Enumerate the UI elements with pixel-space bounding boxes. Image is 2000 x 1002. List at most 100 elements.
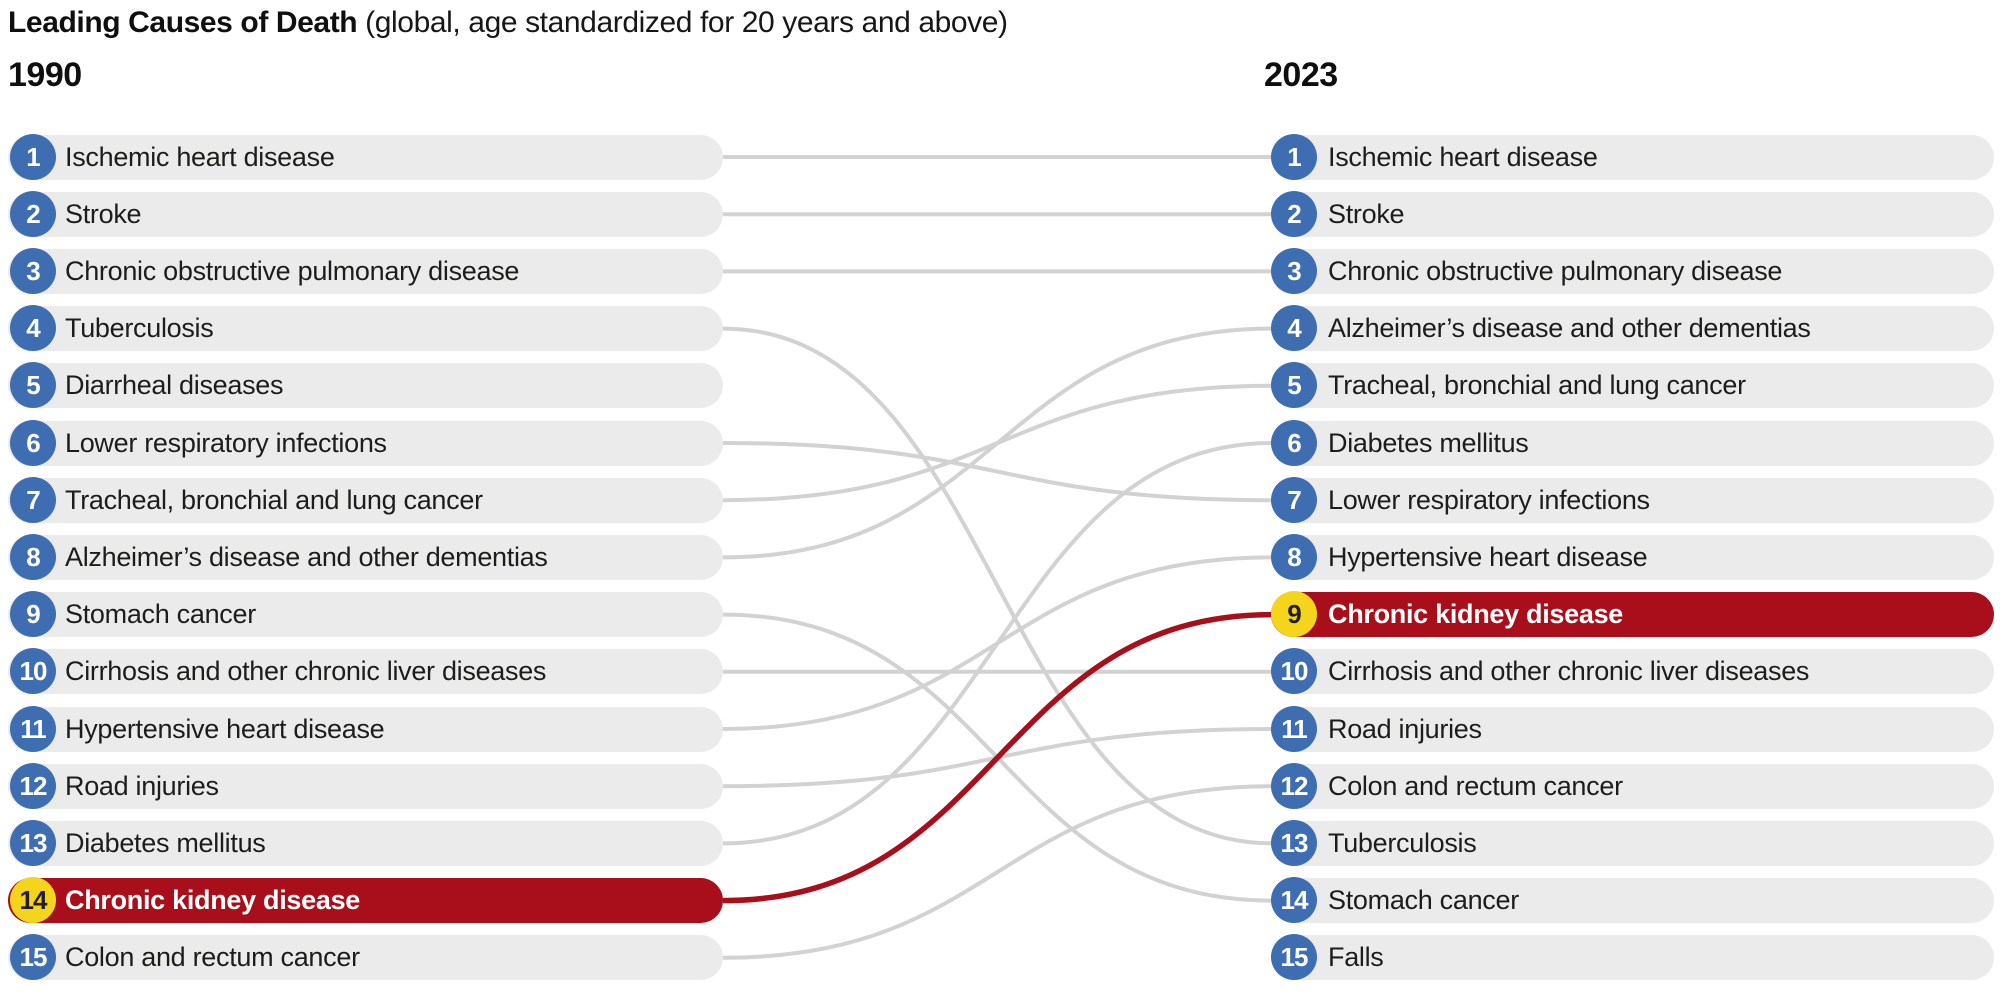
cause-label: Stomach cancer <box>65 599 256 630</box>
rank-link <box>722 441 1273 846</box>
cause-label: Diarrheal diseases <box>65 370 284 401</box>
cause-row-2023-14: 14 Stomach cancer <box>1271 877 1994 924</box>
rank-badge: 3 <box>1271 247 1317 294</box>
cause-label: Alzheimer’s disease and other dementias <box>1328 313 1811 344</box>
cause-label: Chronic obstructive pulmonary disease <box>1328 255 1783 286</box>
cause-row-2023-15: 15 Falls <box>1271 934 1994 981</box>
rank-badge: 15 <box>1271 934 1317 981</box>
cause-row-1990-15: 15 Colon and rectum cancer <box>8 934 723 981</box>
cause-row-2023-10: 10 Cirrhosis and other chronic liver dise… <box>1271 648 1994 695</box>
rank-badge: 15 <box>10 934 56 981</box>
cause-label: Cirrhosis and other chronic liver diseas… <box>1328 656 1810 687</box>
rank-badge: 6 <box>10 419 56 466</box>
rank-link <box>722 784 1273 960</box>
cause-row-2023-3: 3 Chronic obstructive pulmonary disease <box>1271 247 1994 294</box>
rank-badge: 8 <box>1271 533 1317 580</box>
cause-label: Stroke <box>1328 198 1405 229</box>
cause-row-1990-11: 11 Hypertensive heart disease <box>8 705 723 752</box>
cause-label: Cirrhosis and other chronic liver diseas… <box>65 656 547 687</box>
rank-badge: 12 <box>10 762 56 809</box>
cause-row-2023-1: 1 Ischemic heart disease <box>1271 133 1994 180</box>
rank-badge: 14 <box>10 877 56 924</box>
cause-label: Tuberculosis <box>65 313 214 344</box>
cause-label: Chronic kidney disease <box>65 885 361 916</box>
rank-badge: 5 <box>1271 362 1317 409</box>
cause-row-2023-8: 8 Hypertensive heart disease <box>1271 533 1994 580</box>
cause-row-1990-13: 13 Diabetes mellitus <box>8 819 723 866</box>
cause-row-1990-14: 14 Chronic kidney disease <box>8 877 723 924</box>
rank-badge: 5 <box>10 362 56 409</box>
cause-row-1990-9: 9 Stomach cancer <box>8 591 723 638</box>
cause-label: Falls <box>1328 942 1384 973</box>
cause-row-2023-5: 5 Tracheal, bronchial and lung cancer <box>1271 362 1994 409</box>
rank-badge: 13 <box>1271 819 1317 866</box>
rank-badge: 1 <box>10 133 56 180</box>
rank-badge: 12 <box>1271 762 1317 809</box>
rank-badge: 2 <box>10 190 56 237</box>
cause-label: Stomach cancer <box>1328 885 1519 916</box>
cause-row-2023-6: 6 Diabetes mellitus <box>1271 419 1994 466</box>
cause-row-1990-5: 5 Diarrheal diseases <box>8 362 723 409</box>
cause-label: Alzheimer’s disease and other dementias <box>65 541 548 572</box>
cause-row-2023-7: 7 Lower respiratory infections <box>1271 476 1994 523</box>
cause-label: Hypertensive heart disease <box>1328 541 1648 572</box>
cause-label: Chronic kidney disease <box>1328 599 1624 630</box>
cause-label: Tuberculosis <box>1328 827 1477 858</box>
cause-label: Road injuries <box>1328 713 1482 744</box>
cause-label: Road injuries <box>65 770 219 801</box>
cause-row-1990-4: 4 Tuberculosis <box>8 305 723 352</box>
cause-row-1990-12: 12 Road injuries <box>8 762 723 809</box>
chart-title-main: Leading Causes of Death <box>8 6 358 39</box>
rank-badge: 10 <box>10 648 56 695</box>
cause-label: Ischemic heart disease <box>65 141 335 172</box>
cause-label: Tracheal, bronchial and lung cancer <box>1328 370 1746 401</box>
rank-badge: 10 <box>1271 648 1317 695</box>
rank-badge: 6 <box>1271 419 1317 466</box>
rank-link-highlight <box>722 611 1273 904</box>
rank-badge: 4 <box>10 305 56 352</box>
cause-label: Lower respiratory infections <box>1328 484 1650 515</box>
year-header-2023: 2023 <box>1264 56 1338 94</box>
rank-badge: 9 <box>10 591 56 638</box>
cause-row-2023-11: 11 Road injuries <box>1271 705 1994 752</box>
rank-link <box>722 441 1273 503</box>
rank-badge: 2 <box>1271 190 1317 237</box>
rank-badge: 3 <box>10 247 56 294</box>
rank-badge: 8 <box>10 533 56 580</box>
rank-badge: 1 <box>1271 133 1317 180</box>
rank-link <box>722 326 1273 560</box>
cause-row-1990-2: 2 Stroke <box>8 190 723 237</box>
year-header-1990: 1990 <box>8 56 82 94</box>
cause-row-1990-8: 8 Alzheimer’s disease and other dementias <box>8 533 723 580</box>
cause-label: Stroke <box>65 198 142 229</box>
rank-badge: 9 <box>1271 591 1317 638</box>
cause-row-1990-3: 3 Chronic obstructive pulmonary disease <box>8 247 723 294</box>
cause-row-1990-6: 6 Lower respiratory infections <box>8 419 723 466</box>
cause-label: Tracheal, bronchial and lung cancer <box>65 484 483 515</box>
cause-row-2023-4: 4 Alzheimer’s disease and other dementias <box>1271 305 1994 352</box>
rank-link <box>722 326 1273 846</box>
cause-label: Lower respiratory infections <box>65 427 387 458</box>
rank-badge: 4 <box>1271 305 1317 352</box>
cause-row-1990-10: 10 Cirrhosis and other chronic liver dise… <box>8 648 723 695</box>
cause-row-1990-1: 1 Ischemic heart disease <box>8 133 723 180</box>
cause-row-2023-13: 13 Tuberculosis <box>1271 819 1994 866</box>
rank-badge: 11 <box>10 705 56 752</box>
cause-label: Diabetes mellitus <box>65 827 266 858</box>
rank-badge: 13 <box>10 819 56 866</box>
chart-title-subtitle: (global, age standardized for 20 years a… <box>357 6 1008 39</box>
cause-label: Colon and rectum cancer <box>1328 770 1623 801</box>
rank-badge: 14 <box>1271 877 1317 924</box>
rank-badge: 11 <box>1271 705 1317 752</box>
rank-badge: 7 <box>10 476 56 523</box>
cause-label: Ischemic heart disease <box>1328 141 1598 172</box>
rank-badge: 7 <box>1271 476 1317 523</box>
cause-row-1990-7: 7 Tracheal, bronchial and lung cancer <box>8 476 723 523</box>
cause-label: Diabetes mellitus <box>1328 427 1529 458</box>
cause-label: Colon and rectum cancer <box>65 942 360 973</box>
cause-row-2023-12: 12 Colon and rectum cancer <box>1271 762 1994 809</box>
cause-row-2023-9: 9 Chronic kidney disease <box>1271 591 1994 638</box>
cause-label: Chronic obstructive pulmonary disease <box>65 255 520 286</box>
